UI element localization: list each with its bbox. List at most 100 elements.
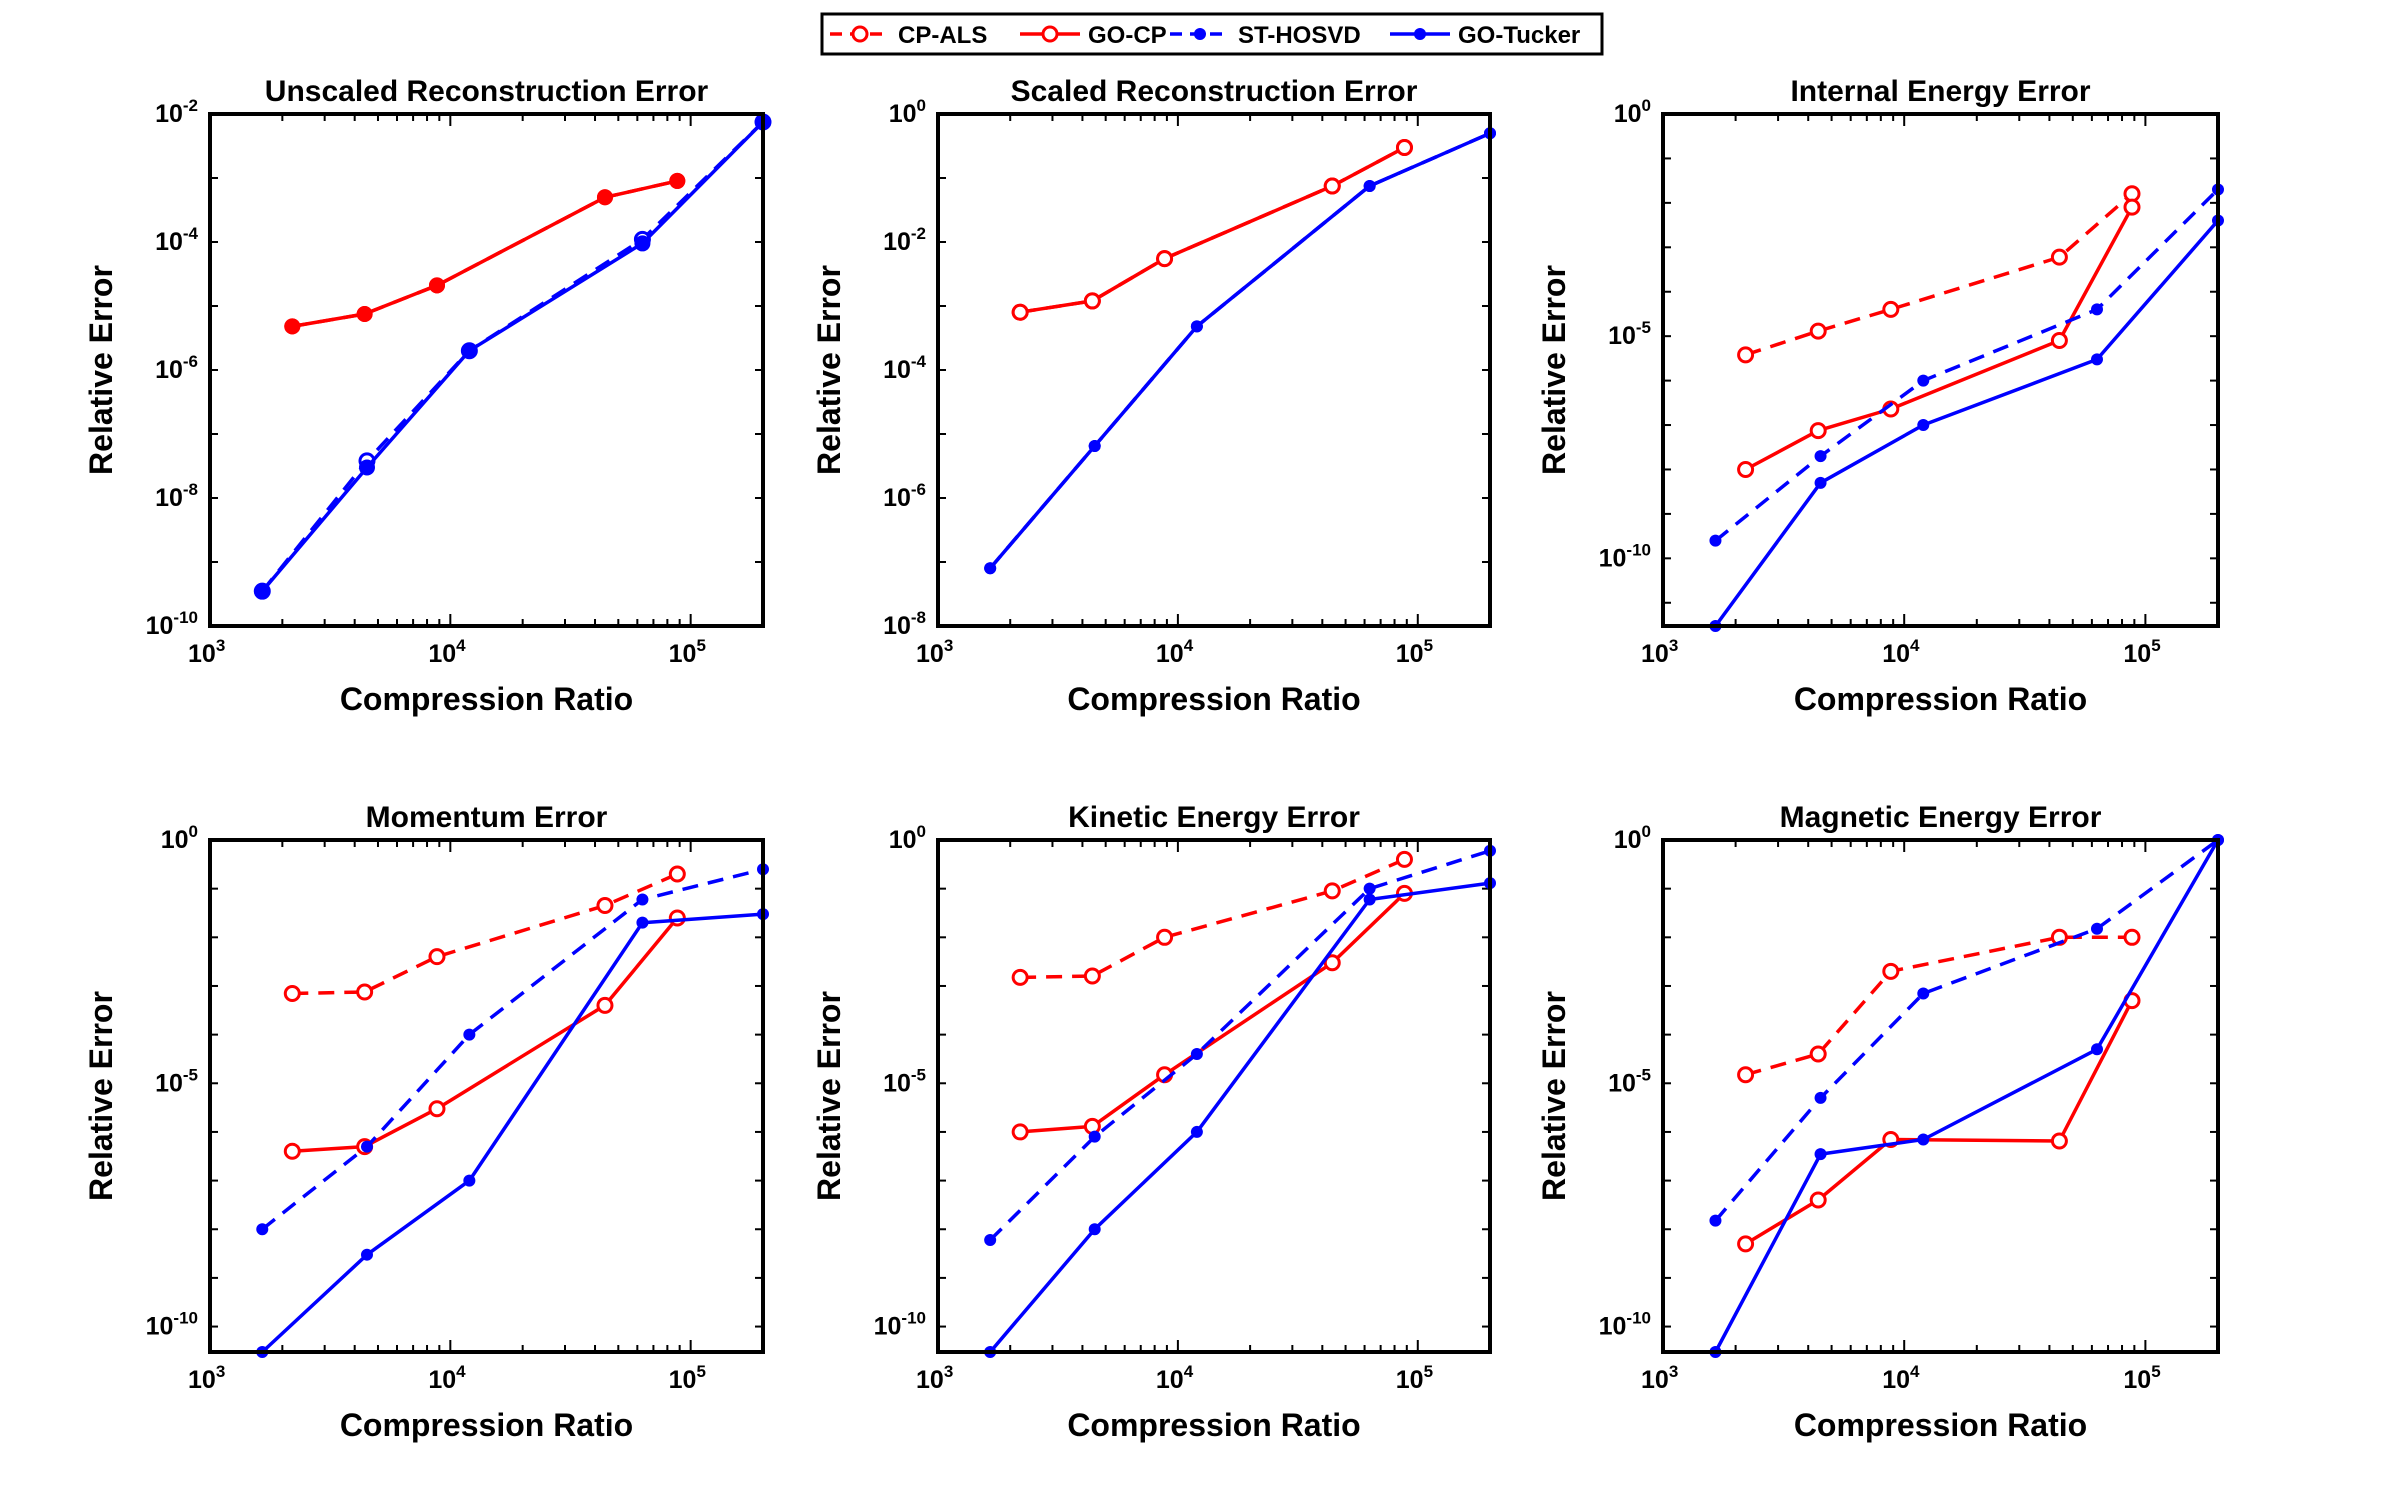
- tick-base: 10: [1599, 1313, 1627, 1341]
- data-point: [668, 865, 686, 883]
- y-tick-label: 10-5: [155, 1065, 198, 1097]
- x-tick-label: 103: [188, 636, 225, 668]
- y-tick-label: 10-10: [874, 1309, 926, 1341]
- y-axis-label: Relative Error: [1536, 991, 1572, 1201]
- tick-exponent: -5: [1636, 1065, 1651, 1084]
- tick-exponent: 3: [944, 636, 953, 655]
- data-point: [428, 948, 446, 966]
- data-point: [1809, 1045, 1827, 1063]
- x-axis-label: Compression Ratio: [340, 681, 633, 717]
- y-tick-label: 10-6: [883, 480, 926, 512]
- tick-base: 10: [883, 612, 911, 640]
- series-go-cp: [284, 172, 686, 335]
- y-tick-label: 10-8: [883, 608, 926, 640]
- data-point: [1088, 1130, 1101, 1143]
- data-point: [1737, 460, 1755, 478]
- x-tick-label: 104: [428, 1362, 466, 1394]
- tick-exponent: -6: [183, 352, 198, 371]
- data-point: [1809, 322, 1827, 340]
- tick-base: 10: [1156, 1366, 1184, 1394]
- legend-label: CP-ALS: [898, 22, 987, 49]
- tick-base: 10: [1156, 640, 1184, 668]
- y-tick-label: 10-5: [883, 1065, 926, 1097]
- tick-exponent: 3: [944, 1362, 953, 1381]
- data-point: [360, 1140, 373, 1153]
- data-point: [984, 1234, 997, 1247]
- x-tick-label: 105: [669, 1362, 706, 1394]
- tick-base: 10: [1641, 640, 1669, 668]
- data-point: [1814, 476, 1827, 489]
- legend-box: [820, 12, 1604, 56]
- x-tick-label: 104: [1156, 636, 1194, 668]
- data-point: [1323, 954, 1341, 972]
- subplot-title: Magnetic Energy Error: [1780, 801, 2102, 834]
- tick-exponent: 3: [216, 1362, 225, 1381]
- tick-exponent: -5: [911, 1065, 926, 1084]
- data-point: [1709, 534, 1722, 547]
- tick-base: 10: [1882, 1366, 1910, 1394]
- series-go-tucker: [1709, 834, 2224, 1358]
- data-point: [1011, 1123, 1029, 1141]
- tick-base: 10: [669, 1366, 697, 1394]
- y-tick-label: 10-2: [883, 224, 926, 256]
- data-point: [1814, 450, 1827, 463]
- tick-exponent: 4: [456, 1362, 466, 1381]
- x-tick-label: 105: [1396, 636, 1433, 668]
- tick-base: 10: [883, 1069, 911, 1097]
- data-point: [669, 172, 686, 189]
- data-point: [596, 897, 614, 915]
- tick-base: 10: [146, 1313, 174, 1341]
- x-axis-label: Compression Ratio: [1794, 1407, 2087, 1443]
- data-point: [463, 1174, 476, 1187]
- data-point: [356, 305, 373, 322]
- tick-base: 10: [1396, 1366, 1424, 1394]
- axes-box: [936, 838, 1492, 1354]
- tick-base: 10: [155, 1069, 183, 1097]
- data-point: [1083, 967, 1101, 985]
- x-axis-label: Compression Ratio: [1067, 1407, 1360, 1443]
- tick-base: 10: [1599, 544, 1627, 572]
- data-point: [636, 893, 649, 906]
- axes-box: [208, 838, 765, 1354]
- legend-label: GO-CP: [1088, 22, 1167, 49]
- tick-base: 10: [883, 228, 911, 256]
- y-axis-label: Relative Error: [811, 991, 847, 1201]
- x-tick-label: 105: [2123, 1362, 2160, 1394]
- subplot: Scaled Reconstruction Error Compression R…: [811, 75, 1496, 717]
- subplot: Unscaled Reconstruction Error Compression…: [83, 75, 772, 717]
- y-tick-label: 10-5: [1608, 1065, 1651, 1097]
- data-point: [1737, 1235, 1755, 1253]
- data-point: [2090, 303, 2103, 316]
- tick-exponent: 4: [1910, 636, 1920, 655]
- data-point: [428, 1100, 446, 1118]
- data-point: [1709, 1214, 1722, 1227]
- tick-exponent: -8: [911, 608, 926, 627]
- data-point: [1882, 300, 1900, 318]
- plot-area: [210, 114, 763, 626]
- data-point: [360, 1248, 373, 1261]
- data-point: [358, 459, 375, 476]
- x-tick-label: 105: [669, 636, 706, 668]
- tick-exponent: 5: [696, 1362, 705, 1381]
- data-point: [2050, 331, 2068, 349]
- y-tick-label: 10-5: [1608, 318, 1651, 350]
- subplot: Kinetic Energy Error Compression Ratio Rel…: [811, 801, 1496, 1443]
- tick-exponent: -10: [1626, 1309, 1651, 1328]
- y-tick-label: 10-8: [155, 480, 198, 512]
- tick-exponent: -4: [183, 224, 199, 243]
- data-point: [1917, 987, 1930, 1000]
- data-point: [2123, 198, 2141, 216]
- data-point: [256, 1223, 269, 1236]
- tick-base: 10: [2123, 640, 2151, 668]
- plot-area: [938, 114, 1490, 626]
- x-tick-label: 103: [1641, 636, 1678, 668]
- tick-exponent: 3: [1669, 636, 1678, 655]
- y-tick-label: 10-2: [155, 96, 198, 128]
- x-axis-label: Compression Ratio: [340, 1407, 633, 1443]
- tick-base: 10: [1608, 322, 1636, 350]
- data-point: [668, 909, 686, 927]
- data-point: [1190, 1047, 1203, 1060]
- tick-exponent: 0: [189, 822, 198, 841]
- tick-base: 10: [188, 1366, 216, 1394]
